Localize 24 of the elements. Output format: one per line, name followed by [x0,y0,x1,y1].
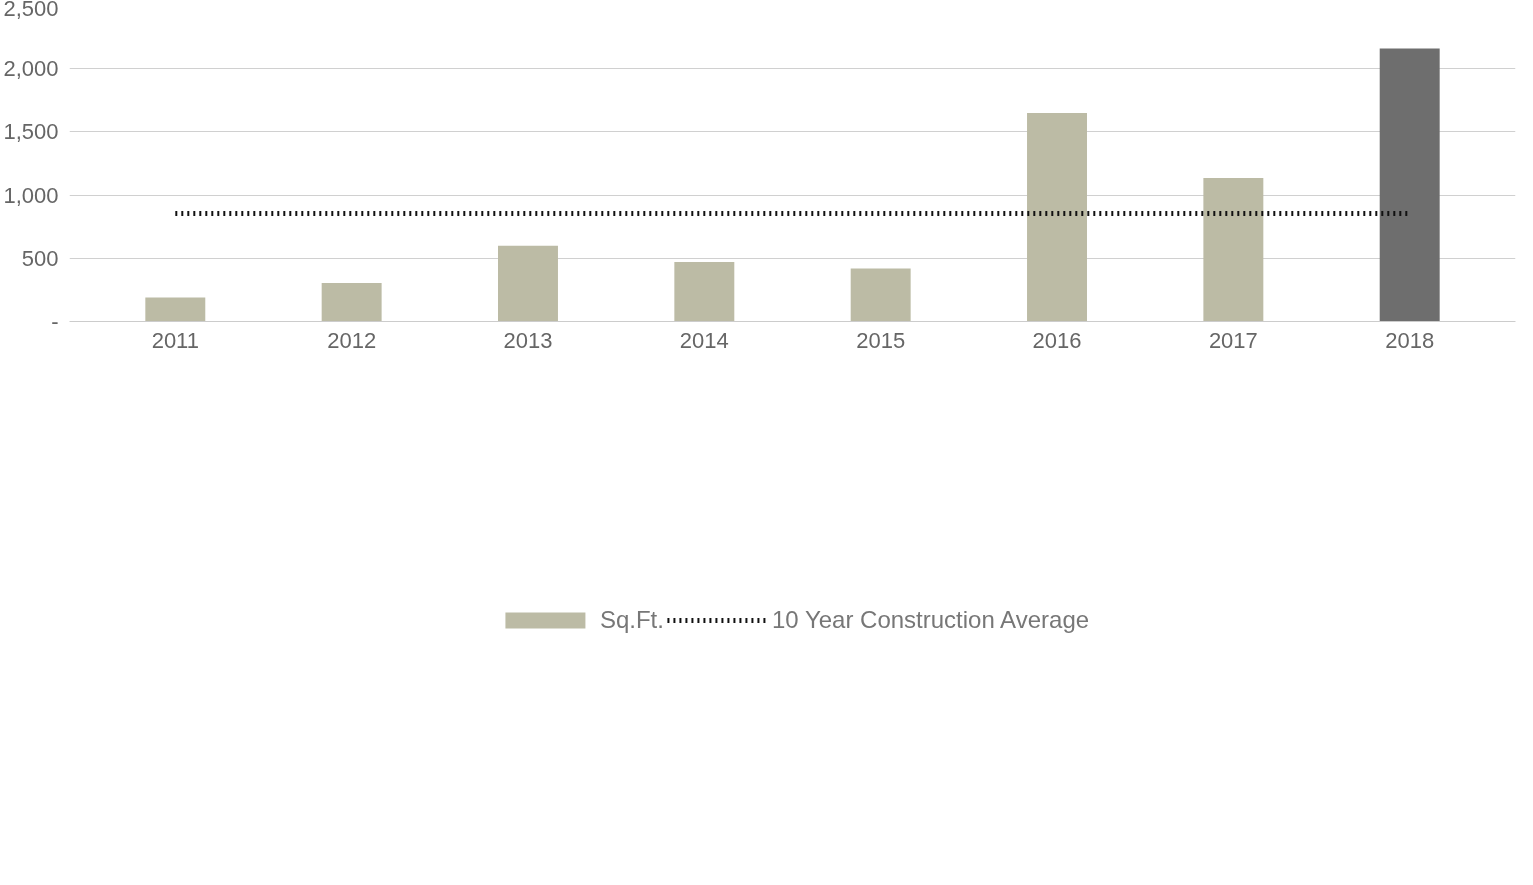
y-tick-label: 1,500 [3,119,59,145]
y-tick-label: 2,000 [3,56,59,82]
bar [498,245,558,322]
legend-label: 10 Year Construction Average [771,606,1090,634]
x-tick-label: 2013 [503,327,553,353]
bar [1379,48,1440,322]
x-tick-label: 2014 [679,327,729,353]
y-tick-label: 2,500 [3,0,59,21]
legend-label: Sq.Ft. [599,606,664,634]
x-tick-label: 2018 [1385,327,1435,353]
x-tick-label: 2016 [1032,327,1082,353]
bar [145,297,206,322]
bar [1027,112,1087,322]
y-tick-label: 1,000 [3,182,59,208]
bar [1203,178,1264,322]
x-tick-label: 2011 [151,327,199,353]
x-tick-label: 2017 [1208,327,1258,353]
bar [850,268,911,322]
bar [674,262,735,322]
bar [321,282,382,322]
y-tick-label: - [51,309,59,334]
y-tick-label: 500 [21,245,59,271]
x-tick-label: 2012 [327,327,377,353]
x-tick-label: 2015 [856,327,906,353]
